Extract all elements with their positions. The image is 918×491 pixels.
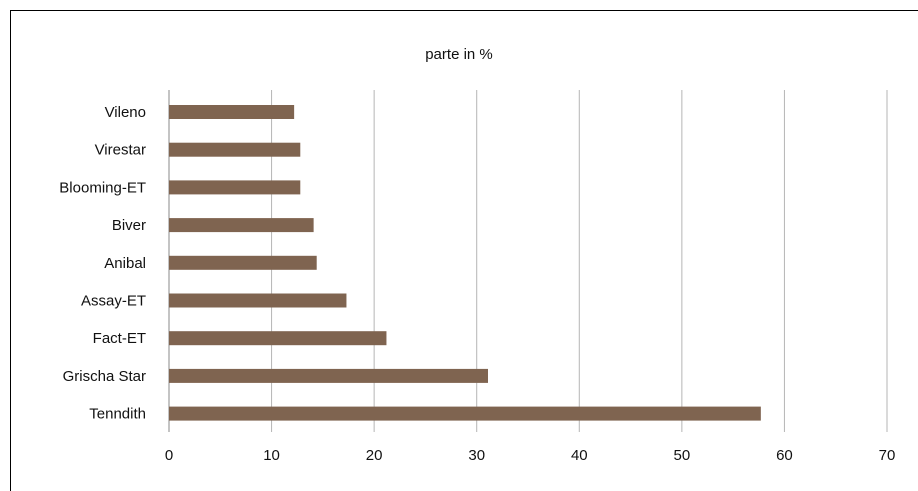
bar <box>169 105 295 119</box>
x-tick-label: 10 <box>263 447 280 464</box>
category-label: Anibal <box>104 255 146 272</box>
category-label: Biver <box>112 217 146 234</box>
x-tick-label: 40 <box>571 447 588 464</box>
bar <box>169 142 301 157</box>
bar <box>169 331 387 346</box>
category-label: Tenndith <box>89 406 146 423</box>
bar <box>169 406 761 421</box>
bar <box>169 218 314 233</box>
category-label: Assay-ET <box>81 293 146 310</box>
category-label: Fact-ET <box>93 330 146 347</box>
bar <box>169 180 301 195</box>
chart-title: parte in % <box>425 46 493 63</box>
category-label: Vileno <box>105 104 146 121</box>
x-tick-label: 30 <box>468 447 485 464</box>
x-tick-label: 70 <box>879 447 896 464</box>
x-tick-label: 50 <box>674 447 691 464</box>
x-tick-labels: 0 10 20 30 40 50 60 70 <box>165 447 896 464</box>
bars <box>169 105 761 421</box>
bar <box>169 368 488 383</box>
category-label: Grischa Star <box>63 368 146 385</box>
chart-frame <box>10 10 918 491</box>
category-label: Blooming-ET <box>59 179 146 196</box>
bar <box>169 255 317 270</box>
x-tick-label: 60 <box>776 447 793 464</box>
bar <box>169 293 347 308</box>
category-label: Virestar <box>95 142 146 159</box>
x-tick-label: 20 <box>366 447 383 464</box>
category-labels: Vileno Virestar Blooming-ET Biver Anibal Assa… <box>59 104 146 423</box>
x-tick-label: 0 <box>165 447 173 464</box>
